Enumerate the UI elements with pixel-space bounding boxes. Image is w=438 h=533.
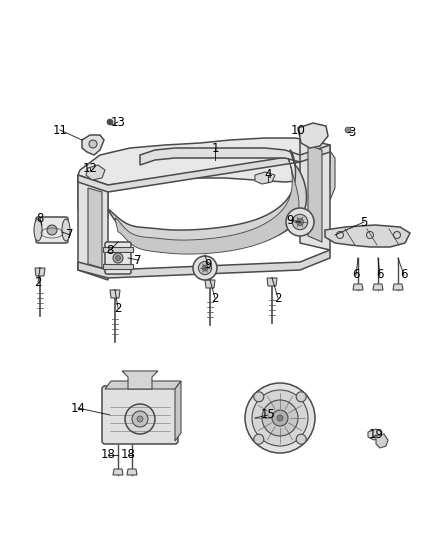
Circle shape <box>262 400 298 436</box>
Polygon shape <box>267 278 277 286</box>
Text: 1: 1 <box>211 141 219 155</box>
Polygon shape <box>86 165 105 180</box>
Polygon shape <box>122 371 158 389</box>
Polygon shape <box>103 264 133 269</box>
Polygon shape <box>368 429 382 440</box>
Polygon shape <box>113 469 123 475</box>
Polygon shape <box>108 150 307 250</box>
Circle shape <box>272 410 288 426</box>
Text: 11: 11 <box>53 124 67 136</box>
Polygon shape <box>175 381 181 441</box>
Circle shape <box>113 253 123 263</box>
Text: 2: 2 <box>274 292 282 304</box>
Polygon shape <box>393 284 403 290</box>
Circle shape <box>286 208 314 236</box>
Text: 2: 2 <box>34 276 42 288</box>
Polygon shape <box>78 175 108 280</box>
Text: 14: 14 <box>71 401 85 415</box>
Text: 18: 18 <box>120 448 135 462</box>
Polygon shape <box>318 142 335 210</box>
Circle shape <box>292 214 308 230</box>
Circle shape <box>254 392 264 402</box>
Circle shape <box>245 383 315 453</box>
Polygon shape <box>78 145 330 192</box>
Text: 2: 2 <box>211 292 219 304</box>
Polygon shape <box>82 135 104 155</box>
Text: 12: 12 <box>82 161 98 174</box>
Polygon shape <box>300 138 330 250</box>
Circle shape <box>89 140 97 148</box>
Text: 6: 6 <box>400 269 408 281</box>
FancyBboxPatch shape <box>102 386 178 444</box>
Circle shape <box>252 390 308 446</box>
Polygon shape <box>35 268 45 276</box>
Polygon shape <box>78 138 330 188</box>
Text: 13: 13 <box>110 116 125 128</box>
Text: 8: 8 <box>106 244 114 256</box>
Polygon shape <box>78 175 108 218</box>
Text: 7: 7 <box>66 229 74 241</box>
Polygon shape <box>127 469 137 475</box>
Circle shape <box>47 225 57 235</box>
Text: 3: 3 <box>348 125 356 139</box>
Polygon shape <box>110 290 120 298</box>
Polygon shape <box>78 250 330 278</box>
Text: 6: 6 <box>376 269 384 281</box>
Text: 4: 4 <box>264 168 272 182</box>
Circle shape <box>107 119 113 125</box>
Polygon shape <box>373 284 383 290</box>
Circle shape <box>277 415 283 421</box>
Circle shape <box>132 411 148 427</box>
Polygon shape <box>105 381 181 389</box>
Polygon shape <box>325 225 410 247</box>
FancyBboxPatch shape <box>105 242 131 274</box>
Polygon shape <box>205 280 215 288</box>
Polygon shape <box>255 172 275 184</box>
Circle shape <box>116 255 120 261</box>
Polygon shape <box>353 284 363 290</box>
Text: 9: 9 <box>286 214 294 227</box>
Text: 5: 5 <box>360 215 367 229</box>
Text: 6: 6 <box>352 269 360 281</box>
FancyBboxPatch shape <box>36 217 68 243</box>
Circle shape <box>254 434 264 444</box>
Circle shape <box>297 219 304 225</box>
Polygon shape <box>115 158 299 254</box>
Circle shape <box>137 416 143 422</box>
Text: 8: 8 <box>36 212 44 224</box>
Text: 19: 19 <box>368 429 384 441</box>
Text: 15: 15 <box>261 408 276 422</box>
Polygon shape <box>140 148 300 165</box>
Text: 2: 2 <box>114 302 122 314</box>
Text: 7: 7 <box>134 254 142 266</box>
Circle shape <box>125 404 155 434</box>
Circle shape <box>296 392 306 402</box>
Polygon shape <box>103 247 133 252</box>
Circle shape <box>345 127 351 133</box>
Text: 9: 9 <box>204 259 212 271</box>
Polygon shape <box>376 434 388 448</box>
Text: 18: 18 <box>101 448 116 462</box>
Circle shape <box>198 261 212 274</box>
Polygon shape <box>88 188 102 268</box>
Circle shape <box>202 265 208 271</box>
Ellipse shape <box>62 219 70 241</box>
Ellipse shape <box>34 219 42 241</box>
Text: 10: 10 <box>290 124 305 136</box>
Circle shape <box>193 256 217 280</box>
Circle shape <box>296 434 306 444</box>
Polygon shape <box>298 123 328 148</box>
Polygon shape <box>308 145 322 242</box>
